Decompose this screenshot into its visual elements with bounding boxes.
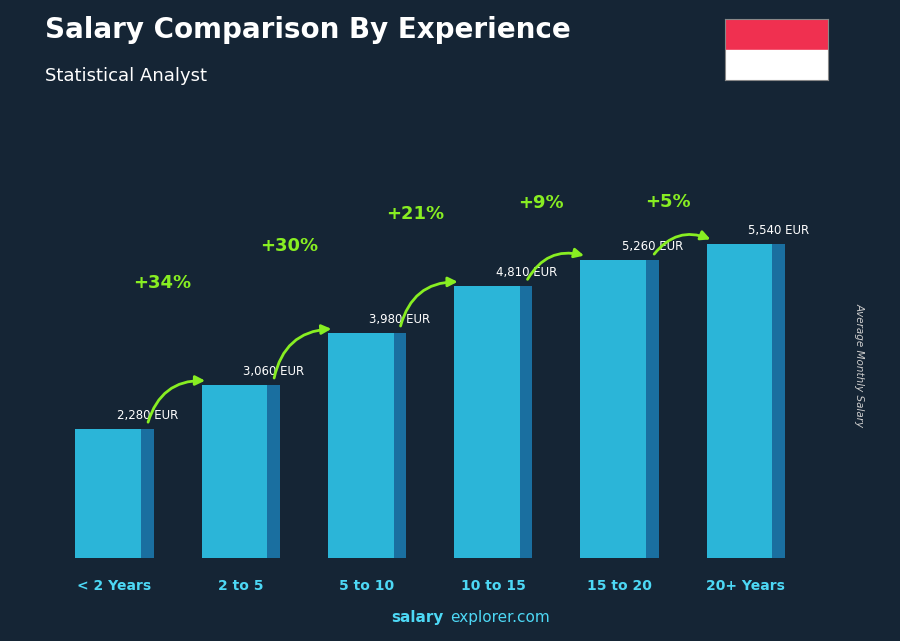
Polygon shape bbox=[141, 429, 154, 558]
Text: 2 to 5: 2 to 5 bbox=[218, 579, 264, 593]
Text: explorer.com: explorer.com bbox=[450, 610, 550, 625]
Text: Average Monthly Salary: Average Monthly Salary bbox=[854, 303, 865, 428]
Text: 20+ Years: 20+ Years bbox=[706, 579, 786, 593]
Bar bbox=[76, 429, 141, 558]
Bar bbox=[724, 19, 828, 50]
Bar bbox=[202, 385, 267, 558]
Text: < 2 Years: < 2 Years bbox=[77, 579, 151, 593]
Text: 10 to 15: 10 to 15 bbox=[461, 579, 526, 593]
Bar bbox=[328, 333, 393, 558]
Text: 5 to 10: 5 to 10 bbox=[339, 579, 394, 593]
Text: salary: salary bbox=[392, 610, 444, 625]
Text: 3,980 EUR: 3,980 EUR bbox=[369, 313, 430, 326]
Text: +5%: +5% bbox=[644, 193, 690, 211]
Text: +9%: +9% bbox=[518, 194, 564, 212]
Text: +34%: +34% bbox=[133, 274, 192, 292]
Text: 5,540 EUR: 5,540 EUR bbox=[748, 224, 809, 237]
Text: 15 to 20: 15 to 20 bbox=[587, 579, 652, 593]
Text: +21%: +21% bbox=[386, 204, 444, 222]
Bar bbox=[454, 286, 520, 558]
Polygon shape bbox=[393, 333, 406, 558]
Text: 2,280 EUR: 2,280 EUR bbox=[117, 409, 178, 422]
Bar bbox=[706, 244, 772, 558]
Bar bbox=[580, 260, 646, 558]
Text: Statistical Analyst: Statistical Analyst bbox=[45, 67, 207, 85]
Polygon shape bbox=[646, 260, 659, 558]
Polygon shape bbox=[772, 244, 785, 558]
Text: 5,260 EUR: 5,260 EUR bbox=[622, 240, 683, 253]
Polygon shape bbox=[267, 385, 280, 558]
Bar bbox=[724, 50, 828, 80]
Text: +30%: +30% bbox=[260, 237, 318, 255]
Text: 3,060 EUR: 3,060 EUR bbox=[243, 365, 304, 378]
Polygon shape bbox=[520, 286, 533, 558]
Text: 4,810 EUR: 4,810 EUR bbox=[496, 266, 557, 279]
Text: Salary Comparison By Experience: Salary Comparison By Experience bbox=[45, 16, 571, 44]
